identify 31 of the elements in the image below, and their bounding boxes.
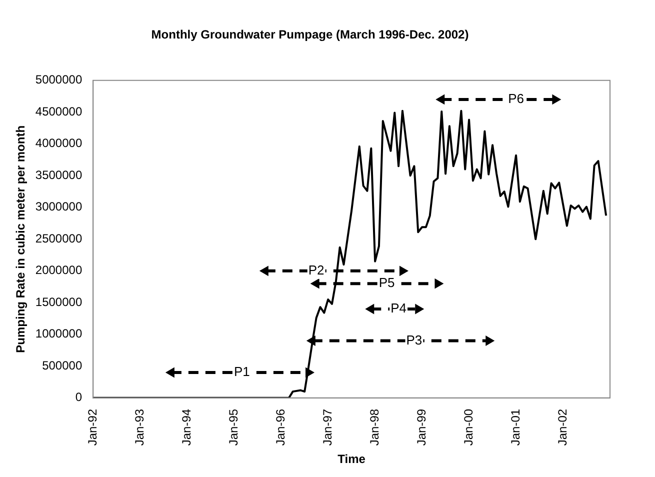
annotation: P6 (508, 91, 524, 106)
x-tick-label: Jan-94 (179, 408, 194, 446)
y-tick-label: 4000000 (35, 136, 82, 150)
x-tick-label: Jan-98 (367, 408, 382, 446)
annotation: P5 (378, 275, 395, 290)
x-tick-label: Jan-02 (555, 408, 570, 446)
y-tick-label: 2000000 (35, 263, 82, 278)
y-tick-label: 500000 (42, 358, 82, 372)
y-tick-label: 3000000 (35, 200, 82, 214)
annotation: P1 (234, 364, 250, 380)
x-tick-label: Jan-01 (508, 408, 522, 446)
x-tick-label: Jan-99 (414, 408, 428, 446)
chart-title: Monthly Groundwater Pumpage (March 1996-Dec. 2002) (151, 28, 469, 42)
x-tick-label: Jan-96 (273, 408, 288, 446)
y-axis-title: Pumping Rate in cubic meter per month (14, 125, 28, 353)
y-tick-label: 2500000 (35, 231, 82, 246)
x-tick-label: Jan-97 (320, 408, 334, 446)
annotation: P4 (390, 300, 406, 316)
x-tick-label: Jan-92 (85, 408, 100, 446)
y-tick-label: 4500000 (35, 104, 82, 118)
annotation: P2 (308, 262, 324, 278)
x-tick-label: Jan-93 (132, 408, 146, 446)
x-tick-label: Jan-00 (461, 408, 476, 446)
annotation: P3 (406, 332, 422, 348)
y-tick-label: 1000000 (35, 326, 82, 341)
x-axis-title: Time (338, 452, 366, 466)
y-tick-label: 1500000 (35, 294, 82, 309)
y-tick-label: 5000000 (35, 72, 82, 87)
y-tick-label: 0 (75, 390, 82, 404)
x-tick-label: Jan-95 (226, 408, 240, 446)
y-tick-label: 3500000 (35, 168, 82, 182)
